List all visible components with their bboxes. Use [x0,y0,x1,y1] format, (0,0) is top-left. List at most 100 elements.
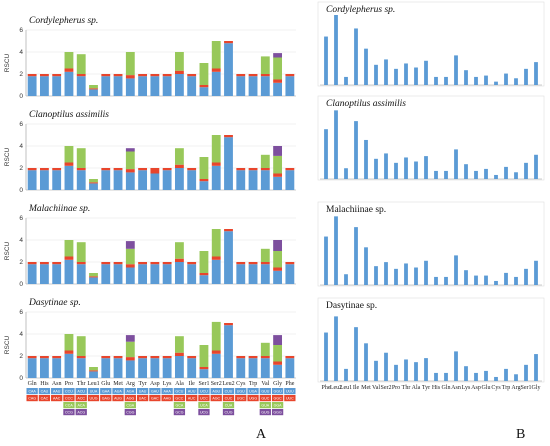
bar-segment [285,76,295,96]
bar-segment [125,148,135,152]
codon-cell [210,388,222,395]
count-bar [364,343,368,381]
y-tick-label: 2 [19,71,23,78]
bar-segment [273,240,283,251]
bar-segment [260,248,270,262]
bar-segment [52,74,62,77]
x-tick-label: Ser2 [211,381,222,387]
count-bar [374,158,378,179]
bar-segment [125,335,135,342]
bar-segment [273,176,283,190]
bar-segment [39,74,49,77]
x-tick-label: Ser1 [521,385,532,391]
count-bar [354,327,358,381]
bar-segment [174,52,184,71]
codon-cell [247,388,259,395]
bar-segment [113,76,123,96]
bar-segment [64,162,74,166]
bar-segment [101,358,111,378]
codon-label: AUU [188,390,196,394]
bar-segment [273,335,283,345]
x-tick-label: Trp [502,385,510,391]
codon-label: GGG [273,411,282,415]
bar-segment [113,264,123,284]
count-bar [514,276,518,285]
bar-segment [162,170,172,190]
count-bar [484,75,488,85]
codon-label: UCC [200,397,208,401]
bar-segment [211,41,221,69]
codon-label: AUC [188,397,196,401]
bar-segment [150,358,160,378]
bar-segment [89,89,98,96]
bar-segment [64,71,74,96]
codon-cell [112,395,124,402]
bar-segment [138,262,148,265]
x-tick-label: Pro [65,381,73,387]
codon-cell [259,409,271,416]
bar-segment [162,262,172,265]
codon-cell [222,409,235,416]
codon-cell [198,409,210,416]
x-tick-label: Cys [491,385,501,391]
bar-segment [199,63,209,85]
bar-segment [236,168,246,171]
bar-segment [39,170,49,190]
codon-label: CUA [225,404,233,408]
bar-segment [248,170,258,190]
codon-label: AAU [53,390,61,394]
count-bar [324,36,328,85]
bar-segment [187,76,197,96]
count-bar [414,67,418,85]
bar-segment [101,168,111,171]
count-bar [494,280,498,285]
codon-label: UAC [139,397,147,401]
count-bar [454,55,458,85]
codon-label: CAU [41,390,49,394]
bar-segment [113,168,123,171]
codon-cell [259,388,271,395]
x-tick-label: Thr [77,381,86,387]
codon-label: UUA [90,390,98,394]
bar-segment [174,168,184,190]
bar-segment [285,170,295,190]
bar-segment [125,151,135,170]
codon-cell [26,388,38,395]
rscu-chart-3: Malachiinae sp. 0 2 4 6 RSCU [4,204,296,288]
chart-title: Clanoptilus assimilis [29,110,109,120]
codon-label: UCA [200,404,208,408]
bar-segment [260,170,270,190]
count-bar [354,227,358,285]
codon-cell [124,409,136,416]
bar-segment [64,256,74,260]
x-tick-label: His [432,385,441,391]
bar-segment [27,76,37,96]
bar-segment [273,173,283,177]
bar-segment [224,43,233,96]
bar-segment [27,358,37,378]
count-bar [374,360,378,381]
bar-segment [64,259,74,284]
x-tick-label: Ser2 [381,385,392,391]
bar-segment [285,262,295,265]
count-bar [444,276,448,285]
y-tick-label: 0 [19,375,23,382]
x-tick-label: Ile [353,385,360,391]
bar-segment [150,356,160,359]
bar-segment [39,168,49,171]
bar-segment [248,74,258,77]
codon-cell [247,395,259,402]
codon-label: ACU [77,390,85,394]
bar-segment [76,262,86,265]
count-bar [354,121,358,179]
bar-segment [174,74,184,96]
bar-segment [89,277,98,284]
count-bar [394,268,398,285]
count-bar [484,275,488,285]
y-tick-label: 6 [19,121,23,128]
count-bar [494,81,498,85]
count-bar [534,154,538,179]
chart-title: Cordylepherus sp. [29,16,98,26]
bar-segment [150,76,160,96]
